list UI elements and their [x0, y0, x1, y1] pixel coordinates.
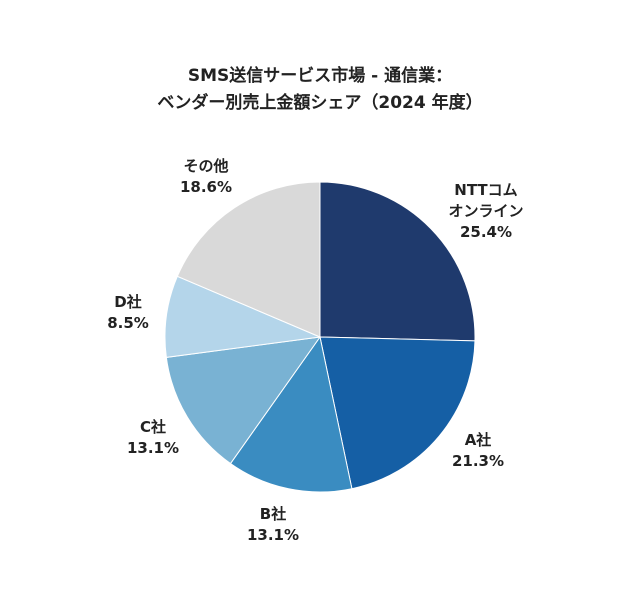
slice-label-d: D社 8.5%	[107, 292, 149, 334]
chart-title-line-1: SMS送信サービス市場 - 通信業：	[187, 66, 453, 86]
pie-slice-2	[229, 335, 353, 493]
slice-name: その他	[183, 157, 229, 175]
slice-value: 25.4%	[459, 223, 513, 241]
slice-name: A社	[464, 431, 492, 449]
slice-name: B社	[259, 505, 287, 523]
slice-label-b: B社 13.1%	[247, 504, 299, 546]
pie-slice-5	[176, 181, 321, 338]
slice-label-a: A社 21.3%	[452, 430, 504, 472]
slice-value: 13.1%	[126, 439, 180, 457]
slice-value: 18.6%	[179, 178, 233, 196]
slice-name: NTTコム	[454, 181, 518, 199]
chart-title-line-2: ベンダー別売上金額シェア（2024 年度）	[157, 93, 483, 113]
slice-label-other: その他 18.6%	[180, 156, 232, 198]
slice-value: 21.3%	[451, 452, 505, 470]
slice-value: 13.1%	[246, 526, 300, 544]
pie-slice-1	[319, 336, 476, 490]
pie-slice-0	[319, 181, 476, 342]
slice-name: オンライン	[448, 202, 524, 220]
slice-name: C社	[139, 418, 167, 436]
slice-name: D社	[114, 293, 142, 311]
pie-slice-3	[165, 336, 322, 465]
slice-value: 8.5%	[107, 314, 149, 332]
slice-label-ntt: NTTコム オンライン 25.4%	[448, 180, 523, 243]
slice-label-c: C社 13.1%	[127, 417, 179, 459]
